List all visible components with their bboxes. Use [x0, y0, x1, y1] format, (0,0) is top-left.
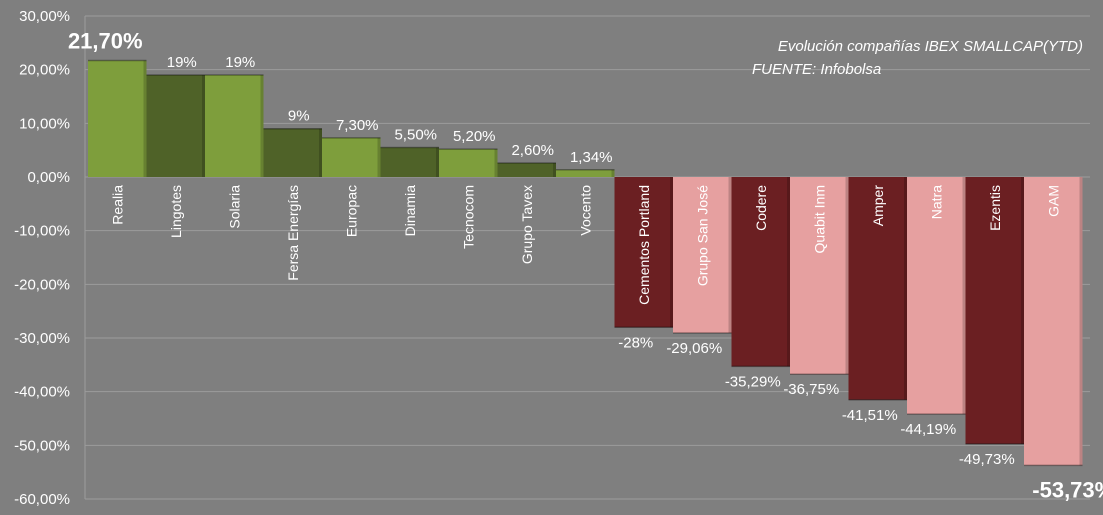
category-label: Quabit Inm: [811, 185, 827, 253]
data-label: 5,20%: [453, 128, 496, 145]
bar: [88, 60, 147, 177]
bar-shade: [260, 75, 264, 177]
data-label: -53,73%: [1032, 477, 1103, 502]
bar-shade: [319, 128, 322, 177]
bars: [88, 59, 1083, 467]
y-tick-label: 20,00%: [19, 62, 70, 79]
category-label: Realia: [109, 185, 125, 225]
y-tick-label: 30,00%: [19, 8, 70, 25]
data-label: -29,06%: [666, 340, 722, 357]
data-label: -49,73%: [959, 451, 1015, 468]
bar: [439, 149, 498, 177]
bar-shade: [553, 163, 556, 177]
data-label: 1,34%: [570, 149, 613, 166]
data-label: -44,19%: [900, 421, 956, 438]
bar-shade: [611, 169, 615, 177]
y-tick-label: -10,00%: [14, 223, 70, 240]
data-labels: 21,70% 19% 19% 9% 7,30% 5,50% 5,20% 2,60% 1,34% -…: [68, 29, 1103, 503]
bar-shade: [962, 177, 966, 415]
bar: [673, 177, 732, 333]
data-label: 7,30%: [336, 117, 379, 134]
bar-shade: [904, 177, 907, 400]
category-label: Grupo San José: [694, 185, 710, 286]
y-tick-label: -50,00%: [14, 437, 70, 454]
bar: [907, 177, 966, 415]
category-labels: Realia Lingotes Solaria Fersa Energías Europ…: [109, 185, 1061, 305]
y-tick-label: 10,00%: [19, 115, 70, 132]
category-label: Natra: [928, 185, 944, 219]
bar-shade: [1079, 177, 1083, 466]
y-tick-label: -20,00%: [14, 276, 70, 293]
data-label: -35,29%: [725, 373, 781, 390]
data-label: 19%: [167, 54, 197, 71]
bar: [556, 169, 615, 177]
bar-shade: [787, 177, 790, 367]
data-label: -41,51%: [842, 407, 898, 424]
category-label: Fersa Energías: [285, 185, 301, 281]
bar: [322, 137, 381, 177]
bar: [205, 75, 264, 177]
bar: [790, 177, 849, 375]
category-label: Lingotes: [168, 185, 184, 238]
category-label: GAM: [1045, 185, 1061, 217]
bar: [731, 177, 790, 367]
bar: [146, 75, 205, 177]
category-label: Solaria: [226, 185, 242, 229]
data-label: -28%: [618, 334, 653, 351]
category-label: Cementos Portland: [636, 185, 652, 305]
category-label: Dinamia: [402, 185, 418, 237]
bar-shade: [1021, 177, 1024, 444]
bar-shade: [436, 147, 439, 177]
y-tick-label: -60,00%: [14, 491, 70, 508]
bar-shade: [377, 137, 381, 177]
data-label: -36,75%: [783, 381, 839, 398]
bar-shade: [143, 60, 147, 177]
data-label: 2,60%: [511, 142, 554, 159]
data-label: 5,50%: [394, 126, 437, 143]
y-tick-label: -40,00%: [14, 384, 70, 401]
category-label: Grupo Tavex: [519, 185, 535, 264]
chart-title: Evolución compañías IBEX SMALLCAP(YTD): [778, 38, 1083, 55]
bar-shade: [202, 75, 205, 177]
category-label: Tecnocom: [460, 185, 476, 249]
y-tick-label: -30,00%: [14, 330, 70, 347]
bar: [497, 163, 556, 177]
category-label: Amper: [870, 185, 886, 227]
bar: [848, 177, 907, 400]
bar: [263, 128, 322, 177]
category-label: Ezentis: [987, 185, 1003, 231]
category-label: Codere: [753, 185, 769, 231]
bar-shade: [845, 177, 849, 375]
bar-shade: [728, 177, 732, 333]
y-tick-label: 0,00%: [27, 169, 70, 186]
category-label: Vocento: [577, 185, 593, 236]
data-label: 9%: [288, 108, 310, 125]
chart-source: FUENTE: Infobolsa: [752, 61, 881, 78]
bar: [614, 177, 673, 328]
bar: [1024, 177, 1083, 466]
bar: [380, 147, 439, 177]
category-label: Europac: [343, 185, 359, 237]
bar-shade: [670, 177, 673, 328]
data-label: 19%: [225, 54, 255, 71]
bar: [965, 177, 1024, 444]
y-axis-ticks: 30,00% 20,00% 10,00% 0,00% -10,00% -20,00% -30…: [14, 8, 70, 508]
data-label: 21,70%: [68, 29, 143, 54]
bar-shade: [494, 149, 498, 177]
